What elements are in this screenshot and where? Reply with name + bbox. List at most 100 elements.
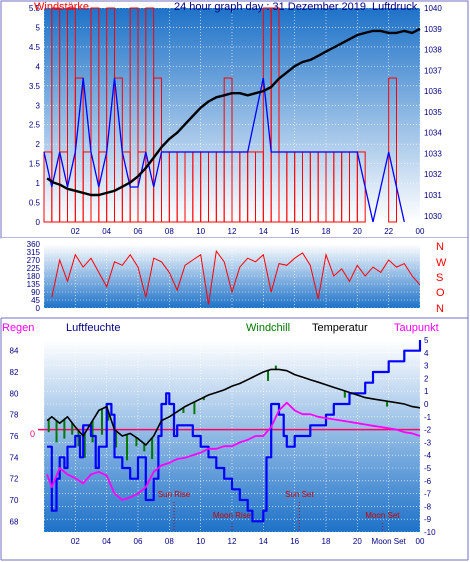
wind-tick: 2 — [36, 140, 41, 149]
hour-tick: 14 — [259, 537, 268, 546]
direction-tick: 0 — [36, 304, 41, 313]
hour-tick: 10 — [196, 537, 205, 546]
rain-zero-label: 0 — [30, 429, 35, 439]
direction-tick: 90 — [31, 288, 40, 297]
hour-tick: 00 — [416, 537, 425, 546]
humidity-line — [47, 340, 422, 523]
direction-tick: 180 — [27, 272, 41, 281]
humidity-axis-labels: 68 70 72 74 76 78 80 82 84 — [10, 347, 19, 527]
direction-tick: 225 — [27, 264, 41, 273]
pressure-tick: 1036 — [424, 87, 442, 96]
cardinal-n-top: N — [436, 241, 444, 253]
wind-tick: 5 — [36, 23, 41, 32]
wind-tick: 4 — [36, 62, 41, 71]
pressure-tick: 1039 — [424, 25, 442, 34]
pressure-tick: 1030 — [424, 212, 442, 221]
moon-set-axis-label: Moon Set — [372, 537, 407, 546]
hour-tick: 18 — [322, 537, 331, 546]
humidity-tick: 76 — [10, 432, 19, 441]
wind-gust-series — [43, 77, 405, 223]
temperature-header: Temperatur — [312, 322, 368, 334]
chart-title: 24 hour graph day : 31 Dezember 2019 — [174, 1, 366, 13]
hour-tick: 02 — [71, 537, 80, 546]
wind-bar — [223, 77, 233, 223]
wind-bar — [153, 77, 163, 223]
humidity-tick: 80 — [10, 389, 19, 398]
temperature-tick: -1 — [424, 413, 432, 422]
humidity-header: Luftfeuchte — [66, 322, 120, 334]
dewpoint-series — [46, 401, 421, 501]
hour-tick: 06 — [134, 537, 143, 546]
hour-tick: 06 — [134, 227, 143, 236]
hour-tick: 18 — [322, 227, 331, 236]
hour-tick: 02 — [71, 227, 80, 236]
temperature-tick: -2 — [424, 426, 432, 435]
temperature-tick: -8 — [424, 502, 432, 511]
event-label: Sun Rise — [158, 490, 191, 499]
hour-tick: 10 — [196, 227, 205, 236]
wind-tick: 5.5 — [29, 4, 41, 13]
temperature-tick: -6 — [424, 477, 432, 486]
hour-tick: 12 — [228, 537, 237, 546]
dewpoint-header: Taupunkt — [394, 322, 439, 334]
hour-tick: 00 — [416, 227, 425, 236]
wind-tick: 2.5 — [29, 121, 41, 130]
wind-tick: 3.5 — [29, 82, 41, 91]
gust-line — [43, 77, 405, 223]
hour-tick: 08 — [165, 537, 174, 546]
humidity-tick: 74 — [10, 453, 19, 462]
humidity-tick: 70 — [10, 496, 19, 505]
hour-tick: 20 — [353, 227, 362, 236]
temperature-tick: -10 — [424, 528, 436, 537]
cardinal-w: W — [436, 257, 447, 269]
wind-axis-labels: 0 0.5 1 1.5 2 2.5 3 3.5 4 4.5 5 5.5 — [29, 4, 41, 227]
wind-tick: 4.5 — [29, 43, 41, 52]
temperature-axis-labels: 5 4 3 2 1 0 -1 -2 -3 -4 -5 -6 -7 -8 -9 -10 — [424, 336, 436, 537]
temperature-tick: -7 — [424, 490, 432, 499]
cardinal-s: S — [436, 272, 443, 284]
temperature-tick: -5 — [424, 464, 432, 473]
bottom-hour-labels: 02 04 06 08 10 12 14 16 18 20 00 Moon Set — [71, 537, 425, 546]
hour-tick: 20 — [353, 537, 362, 546]
windchill-header: Windchill — [246, 322, 290, 334]
direction-line — [51, 249, 421, 305]
temperature-tick: -9 — [424, 515, 432, 524]
temperature-tick: 2 — [424, 374, 429, 383]
hour-tick: 16 — [290, 227, 299, 236]
wind-bar — [388, 77, 397, 223]
humidity-tick: 84 — [10, 347, 19, 356]
direction-tick: 270 — [27, 256, 41, 265]
wind-tick: 0.5 — [29, 199, 41, 208]
wind-bar — [270, 7, 280, 223]
humidity-tick: 68 — [10, 517, 19, 526]
hour-tick: 16 — [290, 537, 299, 546]
wind-title: Windstärke — [34, 1, 89, 13]
hour-tick: 22 — [384, 227, 393, 236]
pressure-tick: 1032 — [424, 170, 442, 179]
pressure-tick: 1040 — [424, 4, 442, 13]
direction-tick: 315 — [27, 248, 41, 257]
humidity-tick: 72 — [10, 475, 19, 484]
hour-tick: 12 — [228, 227, 237, 236]
pressure-line — [46, 27, 421, 197]
temperature-line — [46, 368, 421, 446]
pressure-tick: 1031 — [424, 191, 442, 200]
wind-tick: 0 — [36, 218, 41, 227]
pressure-tick: 1035 — [424, 108, 442, 117]
event-label: Sun Set — [285, 490, 314, 499]
pressure-tick: 1037 — [424, 66, 442, 75]
humidity-tick: 82 — [10, 368, 19, 377]
cardinal-n-bottom: N — [436, 303, 444, 315]
humidity-tick: 78 — [10, 411, 19, 420]
event-label: Moon Rise — [213, 511, 252, 520]
wind-tick: 3 — [36, 101, 41, 110]
event-label: Moon Set — [365, 511, 400, 520]
temperature-tick: 0 — [424, 400, 429, 409]
direction-tick: 45 — [31, 296, 40, 305]
temperature-tick: 4 — [424, 349, 429, 358]
temperature-tick: -3 — [424, 438, 432, 447]
pressure-axis-labels: 1030 1031 1032 1033 1034 1035 1036 1037 1038 1039… — [424, 4, 442, 221]
wind-bar — [90, 7, 100, 223]
